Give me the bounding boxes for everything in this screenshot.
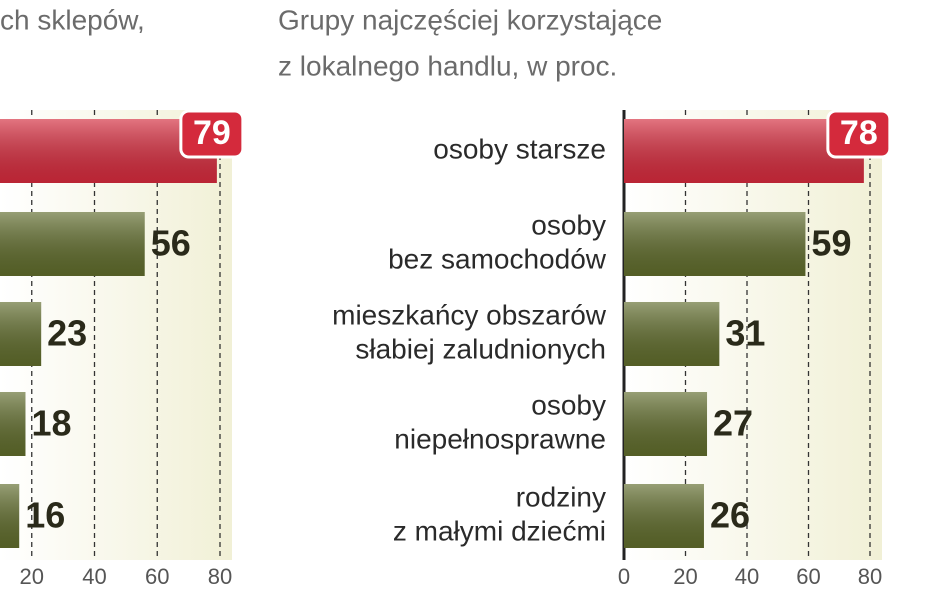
- value-label: 27: [713, 403, 753, 444]
- x-tick-label: 60: [145, 564, 169, 589]
- x-tick-label: 20: [673, 564, 697, 589]
- bar-shade: [0, 212, 145, 276]
- value-label: 56: [151, 223, 191, 264]
- bar-shade: [624, 212, 806, 276]
- value-label: 18: [31, 403, 71, 444]
- bar-shade: [624, 484, 704, 548]
- chart-title: Grupy najczęściej korzystające: [278, 4, 662, 35]
- value-label: 59: [811, 223, 851, 264]
- value-badge: [179, 109, 245, 159]
- chart-title: z lokalnego handlu, w proc.: [278, 50, 617, 81]
- chart-title: ch sklepów,: [0, 4, 145, 35]
- bar-shade: [624, 392, 708, 456]
- category-label: niepełnosprawne: [394, 423, 606, 454]
- category-label: osoby starsze: [433, 133, 606, 164]
- category-label: bez samochodów: [388, 243, 607, 274]
- x-tick-label: 0: [618, 564, 630, 589]
- x-tick-label: 40: [735, 564, 759, 589]
- x-tick-label: 40: [82, 564, 106, 589]
- value-label: 79: [193, 114, 231, 152]
- category-label: osoby: [531, 209, 606, 240]
- category-label: rodziny: [516, 481, 606, 512]
- category-label: słabiej zaludnionych: [355, 333, 606, 364]
- x-tick-label: 80: [858, 564, 882, 589]
- x-tick-label: 80: [208, 564, 232, 589]
- category-label: z małymi dziećmi: [393, 515, 606, 546]
- value-label: 31: [725, 313, 765, 354]
- bar-shade: [0, 484, 20, 548]
- bar-shade: [0, 392, 26, 456]
- value-label: 16: [25, 495, 65, 536]
- x-tick-label: 60: [796, 564, 820, 589]
- value-label: 78: [840, 114, 878, 152]
- bar-shade: [624, 119, 864, 183]
- category-label: mieszkańcy obszarów: [332, 299, 607, 330]
- value-label: 26: [710, 495, 750, 536]
- x-tick-label: 20: [20, 564, 44, 589]
- value-badge: [826, 109, 892, 159]
- bar-shade: [624, 302, 720, 366]
- value-label: 23: [47, 313, 87, 354]
- bar-shade: [0, 302, 42, 366]
- category-label: osoby: [531, 389, 606, 420]
